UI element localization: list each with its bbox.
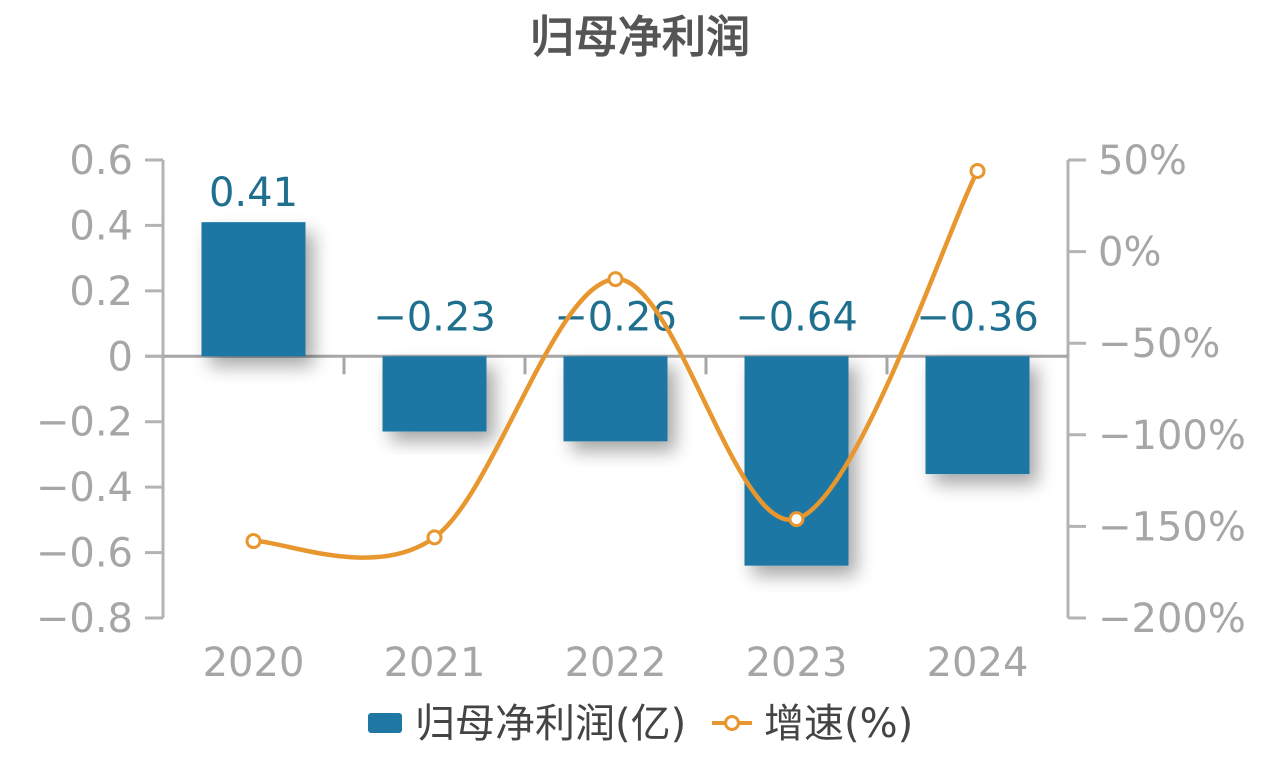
left-tick-group: 0.6 0.4 0.2 0 −0.2 −0.4 −0.6 −0.8	[36, 138, 163, 642]
bar-value-label: 0.41	[209, 170, 298, 216]
growth-point-2021	[426, 529, 443, 546]
bar-2022	[563, 356, 668, 442]
bar-2023	[744, 356, 849, 566]
left-tick-label: −0.2	[36, 400, 133, 446]
left-tick-label: 0.4	[69, 203, 133, 249]
bar-value-label: −0.64	[735, 294, 858, 340]
right-tick-label: 0%	[1098, 230, 1161, 276]
growth-point-2023	[788, 511, 805, 528]
growth-point-2020	[245, 533, 262, 550]
left-tick-label: 0	[108, 334, 133, 380]
legend-label-profit: 归母净利润(亿)	[415, 701, 686, 747]
legend-label-growth: 增速(%)	[764, 701, 913, 747]
chart-title: 归母净利润	[530, 12, 750, 63]
right-tick-label: 50%	[1098, 138, 1187, 184]
bar-2020	[201, 222, 306, 357]
right-tick-group: 50% 0% −50% −100% −150% −200%	[1068, 138, 1246, 642]
right-tick-label: −100%	[1098, 413, 1246, 459]
bar-value-label: −0.26	[554, 294, 677, 340]
legend-swatch-bar	[368, 713, 402, 733]
growth-line-path	[251, 168, 980, 560]
bar-2021	[382, 356, 487, 432]
left-tick-label: 0.2	[69, 269, 133, 315]
left-tick-label: −0.6	[36, 531, 133, 577]
x-tick-label: 2021	[384, 640, 486, 686]
bar-value-label: −0.23	[373, 294, 496, 340]
left-tick-label: −0.8	[36, 596, 133, 642]
legend: 归母净利润(亿) 增速(%)	[368, 701, 913, 747]
right-tick-label: −150%	[1098, 504, 1246, 550]
right-tick-label: −50%	[1098, 321, 1220, 367]
bar-label-group: 0.41 −0.23 −0.26 −0.64 −0.36	[209, 170, 1039, 340]
bar-value-label: −0.36	[916, 294, 1039, 340]
growth-line-series	[245, 162, 986, 560]
bar-series	[201, 222, 1030, 566]
growth-point-2024	[969, 162, 986, 179]
left-tick-label: −0.4	[36, 465, 133, 511]
legend-swatch-marker	[724, 715, 740, 731]
bar-2024	[925, 356, 1030, 475]
x-tick-label: 2024	[927, 640, 1029, 686]
x-tick-label: 2020	[203, 640, 305, 686]
growth-point-2022	[607, 271, 624, 288]
x-tick-group: 2020 2021 2022 2023 2024	[203, 356, 1029, 686]
x-tick-label: 2022	[565, 640, 667, 686]
right-tick-label: −200%	[1098, 596, 1246, 642]
x-tick-label: 2023	[746, 640, 848, 686]
left-tick-label: 0.6	[69, 138, 133, 184]
